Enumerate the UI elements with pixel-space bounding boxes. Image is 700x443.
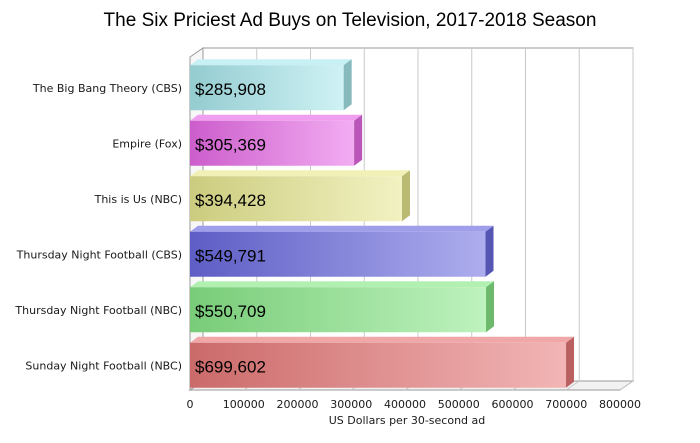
category-label: Thursday Night Football (CBS) [16,248,182,261]
bar [190,120,355,166]
bar-end-face [485,225,494,277]
x-tick-label: 500000 [438,398,480,411]
data-label: $285,908 [195,80,266,99]
bar [190,231,486,277]
x-tick-label: 300000 [330,398,372,411]
category-label: Sunday Night Football (NBC) [25,359,182,372]
x-axis-ticks: 0 100000 200000 300000 400000 500000 600000 700… [187,398,642,411]
bar [190,176,403,222]
bar-top-face [190,170,411,177]
data-label: $550,709 [195,302,266,321]
bar-end-face [566,336,575,388]
x-tick-label: 600000 [492,398,534,411]
bar-end-face [354,114,363,166]
bar-end-face [402,170,411,222]
x-tick-label: 800000 [599,398,641,411]
bar-top-face [190,59,352,66]
category-label: Empire (Fox) [112,137,182,150]
x-tick-label: 100000 [223,398,265,411]
grid-line-floor [619,380,634,391]
data-label: $305,369 [195,135,266,154]
data-label: $699,602 [195,357,266,376]
category-label: The Big Bang Theory (CBS) [32,82,182,95]
bar-top-face [190,114,363,121]
bar [190,287,487,333]
bar [190,342,567,388]
data-label: $549,791 [195,246,266,265]
bar [190,65,344,111]
data-label: $394,428 [195,191,266,210]
x-axis-title: US Dollars per 30-second ad [329,414,486,427]
chart-title: The Six Priciest Ad Buys on Television, … [103,10,597,31]
bar-end-face [343,59,352,111]
x-tick-label: 400000 [384,398,426,411]
value-labels: $285,908 $305,369 $394,428 $549,791 $550,709… [195,80,266,377]
bars [190,59,575,388]
category-label: This is Us (NBC) [94,193,182,206]
category-labels: The Big Bang Theory (CBS) Empire (Fox) Thi… [14,82,182,373]
x-tick-label: 200000 [277,398,319,411]
x-tick-label: 700000 [545,398,587,411]
bar-top-face [190,225,494,232]
bar-top-face [190,336,575,343]
bar-end-face [486,281,495,333]
grid-line-floor [565,380,580,391]
x-tick-label: 0 [187,398,194,411]
bar-top-face [190,281,495,288]
category-label: Thursday Night Football (NBC) [14,304,182,317]
